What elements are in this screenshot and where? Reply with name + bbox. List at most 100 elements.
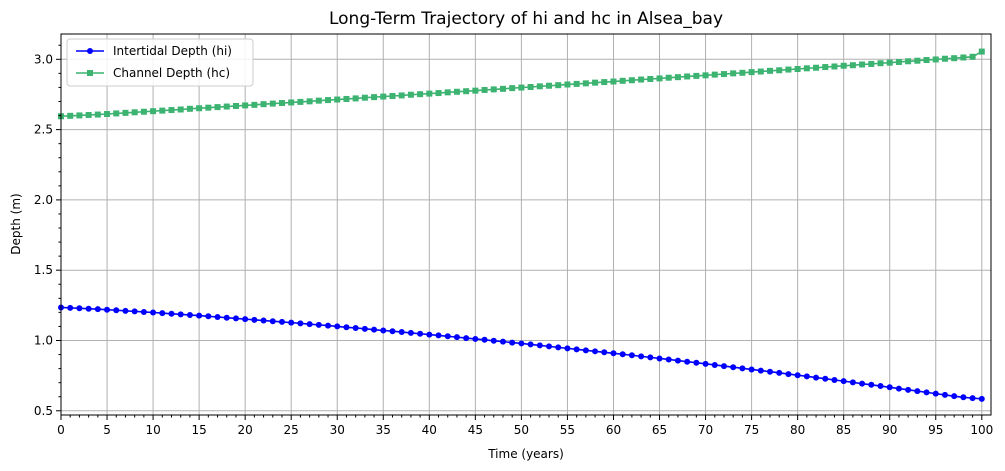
series-1-point [417, 91, 424, 98]
series-0-point [232, 315, 239, 322]
series-0-point [674, 357, 681, 364]
series-0-point [417, 330, 424, 337]
series-1-point [546, 82, 553, 89]
series-0-point [960, 394, 967, 401]
series-1-point [352, 95, 359, 102]
series-1-point [767, 67, 774, 74]
series-1-point [923, 57, 930, 64]
series-1-point [582, 80, 589, 87]
series-1-point [638, 76, 645, 83]
x-tick-label: 65 [652, 423, 667, 437]
x-axis-label: Time (years) [487, 447, 564, 461]
series-0-point [813, 374, 820, 381]
series-1-point [895, 58, 902, 65]
series-0-point [582, 347, 589, 354]
series-1-point [177, 106, 184, 113]
series-1-point [131, 109, 138, 116]
series-1-point [822, 64, 829, 71]
series-1-point [122, 109, 129, 116]
series-0-point [785, 371, 792, 378]
legend: Intertidal Depth (hi) Channel Depth (hc) [66, 38, 254, 87]
series-0-point [941, 391, 948, 398]
series-0-point [518, 340, 525, 347]
series-1-point [785, 66, 792, 73]
series-0-point [499, 338, 506, 345]
chart-title: Long-Term Trajectory of hi and hc in Als… [329, 9, 723, 29]
legend-box [66, 38, 254, 87]
series-1-point [647, 75, 654, 82]
series-1-point [656, 75, 663, 82]
series-0-point [186, 312, 193, 319]
series-0-point [776, 369, 783, 376]
axis-ticks: 0 5 10 15 20 25 30 35 40 45 50 55 60 65 70 75 80 85 90 95 10… [34, 44, 993, 437]
series-1-point [592, 79, 599, 86]
series-1-point [794, 66, 801, 73]
series-1-point [859, 61, 866, 68]
series-0-point [555, 344, 562, 351]
series-0-point [444, 333, 451, 340]
series-1-point [472, 87, 479, 94]
series-0-point [76, 305, 83, 312]
series-0-point [840, 378, 847, 385]
series-0-point [407, 329, 414, 336]
x-tick-label: 10 [145, 423, 160, 437]
x-tick-label: 0 [57, 423, 65, 437]
series-1-point [674, 74, 681, 81]
series-1-point [960, 54, 967, 61]
series-0-point [564, 345, 571, 352]
series-0-point [435, 332, 442, 339]
series-0-point [490, 337, 497, 344]
x-tick-label: 50 [514, 423, 529, 437]
series-1-point [969, 53, 976, 60]
y-tick-label: 1.5 [34, 263, 53, 277]
series-0-point [168, 310, 175, 317]
series-0-point [159, 310, 166, 317]
series-1-point [113, 110, 120, 117]
y-tick-label: 2.0 [34, 193, 53, 207]
series-0-point [684, 358, 691, 365]
series-0-point [619, 351, 626, 358]
series-1-point [288, 99, 295, 106]
x-tick-label: 35 [376, 423, 391, 437]
series-0-point [859, 380, 866, 387]
series-0-point [849, 379, 856, 386]
series-1-point [297, 98, 304, 105]
x-tick-label: 80 [790, 423, 805, 437]
series-0-point [536, 342, 543, 349]
series-1-point [196, 105, 203, 112]
series-1-point [94, 111, 101, 118]
series-1-point [628, 77, 635, 84]
series-1-point [840, 62, 847, 69]
series-0-point [131, 308, 138, 315]
series-0-point [978, 395, 985, 402]
series-1-point [278, 100, 285, 107]
series-0-point [803, 373, 810, 380]
series-1-point [186, 105, 193, 112]
series-1-point [951, 55, 958, 62]
series-1-point [932, 56, 939, 63]
series-1-point [739, 69, 746, 76]
series-0-point [730, 364, 737, 371]
series-1-point [389, 93, 396, 100]
series-0-point [895, 385, 902, 392]
series-1-point [619, 77, 626, 84]
series-0-point [297, 320, 304, 327]
x-tick-label: 20 [238, 423, 253, 437]
series-1-point [85, 111, 92, 118]
series-1-point [426, 90, 433, 97]
series-1-point [334, 96, 341, 103]
series-0-point [877, 383, 884, 390]
series-0-point [822, 375, 829, 382]
series-1-point [325, 97, 332, 104]
series-1-point [711, 71, 718, 78]
series-layer [58, 48, 985, 402]
series-0-point [288, 319, 295, 326]
series-0-point [352, 324, 359, 331]
series-0-point [113, 307, 120, 314]
series-1-point [536, 83, 543, 90]
series-1-point [140, 108, 147, 115]
series-1-point [380, 93, 387, 100]
series-1-point [159, 107, 166, 114]
series-0-point [315, 321, 322, 328]
series-1-point [214, 104, 221, 111]
